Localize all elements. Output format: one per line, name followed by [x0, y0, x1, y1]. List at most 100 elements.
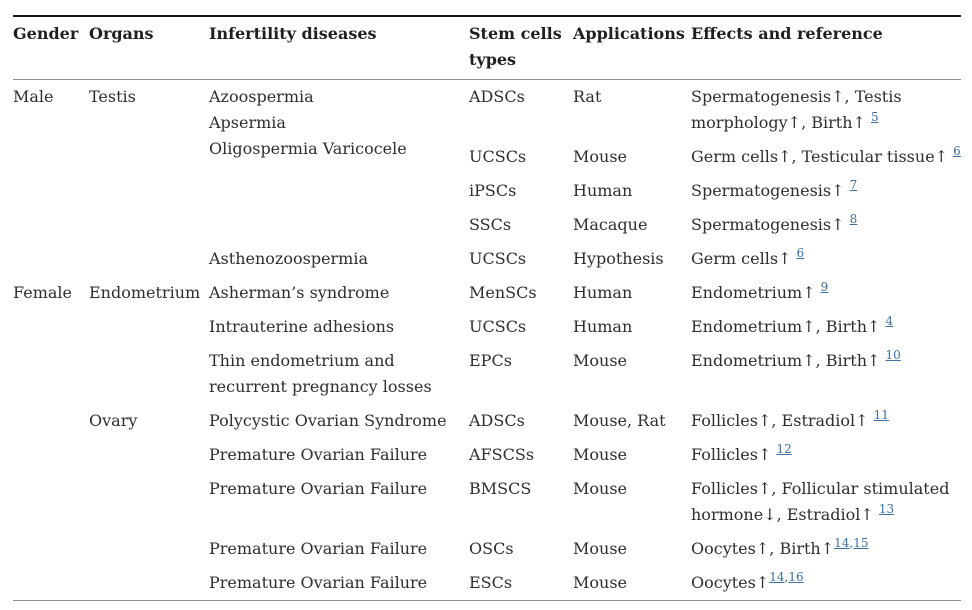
column-header-disease: Infertility diseases	[209, 16, 469, 80]
table-row: Premature Ovarian Failure OSCs Mouse Oocyte…	[13, 532, 961, 566]
reference-superscript: 14,15	[834, 535, 869, 550]
reference-superscript: 12	[776, 442, 791, 456]
disease-cell: Polycystic Ovarian Syndrome	[209, 411, 447, 430]
column-header-gender: Gender	[13, 16, 89, 80]
disease-cell: Premature Ovarian Failure	[209, 573, 428, 592]
stem-cell-type-cell: MenSCs	[469, 283, 537, 302]
applications-cell: Human	[573, 317, 633, 336]
reference-link[interactable]: 4	[885, 313, 894, 328]
table-row: Thin endometrium and recurrent pregnancy …	[13, 344, 961, 404]
table-row: Asthenozoospermia UCSCs Hypothesis Germ cel…	[13, 242, 961, 276]
effect-text: Follicles↑, Follicular stimulated	[691, 479, 950, 498]
header-row: Gender Organs Infertility diseases Stem cel…	[13, 16, 961, 80]
disease-text-line: Azoospermia	[209, 87, 314, 106]
effects-cell: Spermatogenesis↑ 8	[691, 208, 961, 242]
applications-cell: Mouse, Rat	[573, 411, 666, 430]
column-header-stem: Stem cells types	[469, 16, 573, 80]
effects-cell: Endometrium↑, Birth↑ 4	[691, 310, 961, 344]
reference-link[interactable]: 6	[953, 143, 961, 158]
effects-cell: Germ cells↑, Testicular tissue↑ 6	[691, 140, 961, 174]
applications-cell: Mouse	[573, 539, 627, 558]
reference-link[interactable]: 15	[853, 535, 869, 550]
effect-text: Follicles↑, Estradiol↑	[691, 411, 869, 430]
effect-text: Oocytes↑	[691, 573, 770, 592]
reference-link[interactable]: 7	[849, 177, 858, 192]
disease-cell: Premature Ovarian Failure	[209, 539, 428, 558]
reference-link[interactable]: 11	[873, 407, 889, 422]
table-row: SSCs Macaque Spermatogenesis↑ 8	[13, 208, 961, 242]
effect-text: Spermatogenesis↑	[691, 215, 845, 234]
table-row: iPSCs Human Spermatogenesis↑ 7	[13, 174, 961, 208]
stem-cell-type-cell: EPCs	[469, 351, 512, 370]
reference-superscript: 6	[953, 144, 961, 158]
effect-text: Endometrium↑, Birth↑	[691, 351, 881, 370]
table-header: Gender Organs Infertility diseases Stem cel…	[13, 16, 961, 80]
infertility-stem-cell-table: Gender Organs Infertility diseases Stem cel…	[13, 15, 961, 601]
reference-superscript: 11	[874, 408, 889, 422]
applications-cell: Hypothesis	[573, 249, 664, 268]
effect-text: morphology↑, Birth↑	[691, 113, 866, 132]
effect-text: Spermatogenesis↑, Testis	[691, 87, 902, 106]
reference-link[interactable]: 14	[834, 535, 850, 550]
table-row: Premature Ovarian Failure ESCs Mouse Oocyte…	[13, 566, 961, 601]
table-row: Premature Ovarian Failure BMSCS Mouse Folli…	[13, 472, 961, 532]
reference-superscript: 13	[879, 502, 894, 516]
stem-cell-type-cell: UCSCs	[469, 317, 527, 336]
reference-link[interactable]: 13	[878, 501, 895, 516]
disease-text-line: Oligospermia Varicocele	[209, 139, 407, 158]
applications-cell: Human	[573, 283, 633, 302]
applications-cell: Mouse	[573, 351, 627, 370]
effect-text: Oocytes↑, Birth↑	[691, 539, 835, 558]
stem-cell-type-cell: ADSCs	[469, 411, 525, 430]
effect-text: Spermatogenesis↑	[691, 181, 845, 200]
effects-cell: Endometrium↑ 9	[691, 276, 961, 310]
applications-cell: Human	[573, 181, 633, 200]
column-header-effect: Effects and reference	[691, 16, 961, 80]
stem-cell-type-cell: BMSCS	[469, 479, 532, 498]
reference-superscript: 6	[797, 246, 805, 260]
disease-cell: Intrauterine adhesions	[209, 317, 395, 336]
reference-superscript: 14,16	[769, 569, 804, 584]
reference-link[interactable]: 16	[788, 569, 804, 584]
effects-cell: Follicles↑, Follicular stimulated hormone…	[691, 472, 961, 532]
reference-link[interactable]: 14	[769, 569, 785, 584]
effects-cell: Oocytes↑14,16	[691, 566, 961, 601]
stem-cell-type-cell: ADSCs	[469, 87, 525, 106]
disease-text-line: Apsermia	[209, 113, 286, 132]
reference-link[interactable]: 8	[849, 211, 858, 226]
organs-cell: Testis	[89, 87, 136, 106]
reference-link[interactable]: 10	[885, 347, 901, 362]
effects-cell: Spermatogenesis↑ 7	[691, 174, 961, 208]
effect-text: hormone↓, Estradiol↑	[691, 505, 874, 524]
disease-cell: Premature Ovarian Failure	[209, 479, 428, 498]
table-row: Female Endometrium Asherman’s syndrome MenS…	[13, 276, 961, 310]
reference-superscript: 9	[821, 280, 829, 294]
disease-cell: Asherman’s syndrome	[209, 283, 390, 302]
applications-cell: Mouse	[573, 573, 627, 592]
disease-text-line: Thin endometrium and	[209, 351, 395, 370]
table-row: Ovary Polycystic Ovarian Syndrome ADSCs Mou…	[13, 404, 961, 438]
reference-link[interactable]: 5	[871, 109, 879, 124]
reference-superscript: 4	[886, 314, 894, 328]
effects-cell: Follicles↑, Estradiol↑ 11	[691, 404, 961, 438]
reference-link[interactable]: 6	[796, 245, 805, 260]
table-row: Male Testis Azoospermia Apsermia Oligospermi…	[13, 80, 961, 158]
table-row: Premature Ovarian Failure AFSCSs Mouse Foll…	[13, 438, 961, 472]
gender-cell: Male	[13, 87, 54, 106]
effect-text: Germ cells↑	[691, 249, 792, 268]
disease-cell: Azoospermia Apsermia Oligospermia Varicoce…	[209, 80, 469, 243]
applications-cell: Rat	[573, 87, 602, 106]
table-row: UCSCs Mouse Germ cells↑, Testicular tissue…	[13, 140, 961, 174]
effects-cell: Oocytes↑, Birth↑14,15	[691, 532, 961, 566]
reference-link[interactable]: 9	[820, 279, 829, 294]
applications-cell: Mouse	[573, 147, 627, 166]
stem-cell-type-cell: AFSCSs	[469, 445, 535, 464]
stem-cell-type-cell: UCSCs	[469, 249, 527, 268]
disease-text-line: recurrent pregnancy losses	[209, 377, 432, 396]
effect-text: Germ cells↑, Testicular tissue↑	[691, 147, 949, 166]
stem-cell-type-cell: SSCs	[469, 215, 512, 234]
reference-superscript: 7	[850, 178, 858, 192]
disease-cell: Thin endometrium and recurrent pregnancy …	[209, 344, 469, 404]
reference-link[interactable]: 12	[776, 441, 792, 456]
effect-text: Follicles↑	[691, 445, 772, 464]
